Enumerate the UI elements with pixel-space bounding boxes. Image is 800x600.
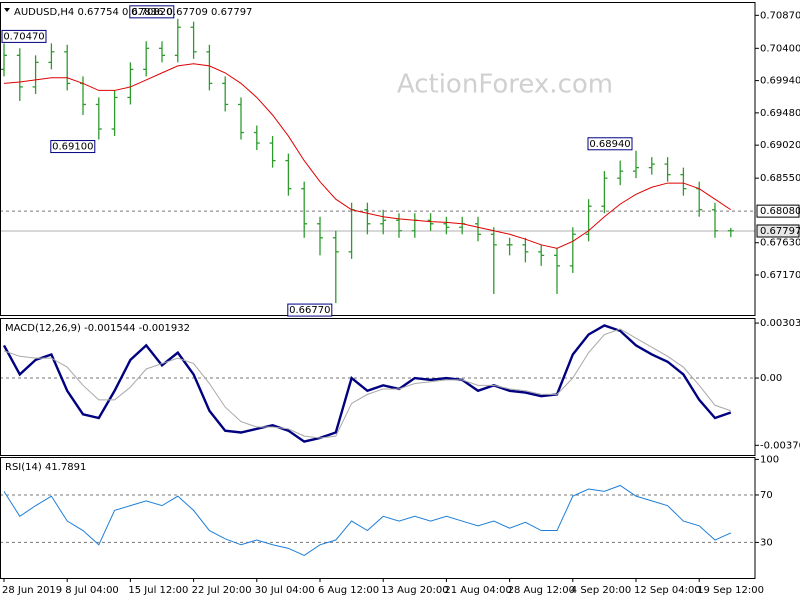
series-line <box>3 63 732 249</box>
series-line <box>3 484 732 557</box>
panel-frame <box>0 457 756 579</box>
y-tick-label: 70 <box>760 490 773 501</box>
watermark: ActionForex.com <box>397 70 613 100</box>
x-tick-label: 22 Jul 20:00 <box>192 585 252 596</box>
panel-title: RSI(14) 41.7891 <box>5 462 86 473</box>
annotation-label: 0.69100 <box>52 142 93 153</box>
y-tick-label: 0.00 <box>760 373 782 384</box>
x-tick-label: 4 Sep 20:00 <box>571 585 631 596</box>
annotation-label: 0.70820 <box>131 7 172 18</box>
x-tick-label: 13 Aug 20:00 <box>381 585 448 596</box>
y-tick-label: 30 <box>760 537 773 548</box>
y-tick-label: -0.003706 <box>760 440 800 451</box>
y-tick-label: 0.69480 <box>760 108 800 119</box>
y-tick-label: 0.70400 <box>760 43 800 54</box>
x-tick-label: 12 Sep 04:00 <box>634 585 701 596</box>
x-tick-label: 8 Jul 04:00 <box>65 585 119 596</box>
annotation-box <box>287 303 333 317</box>
x-tick-label: 15 Jul 12:00 <box>128 585 188 596</box>
level-box <box>756 224 800 238</box>
y-tick-label: 0.67630 <box>760 238 800 249</box>
panel <box>0 484 755 557</box>
y-tick-label: 0.68550 <box>760 173 800 184</box>
x-tick-label: 30 Jul 04:00 <box>255 585 315 596</box>
panel-title: MACD(12,26,9) -0.001544 -0.001932 <box>5 323 190 334</box>
panel-frame <box>0 2 756 316</box>
y-tick-label: 0.67170 <box>760 270 800 281</box>
annotation-label: 0.66770 <box>289 305 330 316</box>
annotation-box <box>587 137 633 151</box>
annotation-label: 0.68940 <box>589 139 630 150</box>
x-tick-label: 21 Aug 04:00 <box>444 585 511 596</box>
y-tick-label: 0.69940 <box>760 76 800 87</box>
y-tick-label: 100 <box>760 454 779 465</box>
x-tick-label: 19 Sep 12:00 <box>697 585 764 596</box>
x-tick-label: 28 Jun 2019 <box>2 585 62 596</box>
panel-title: AUDUSD,H4 0.67754 0.67836 0.67709 0.6779… <box>14 7 252 18</box>
panel-frame <box>0 318 756 456</box>
annotation-box <box>129 5 175 19</box>
x-tick-label: 6 Aug 12:00 <box>318 585 379 596</box>
annotation-label: 0.70470 <box>3 31 44 42</box>
panel: ActionForex.com <box>0 18 755 304</box>
annotation-box <box>1 29 47 43</box>
series-line <box>3 328 731 439</box>
series-line <box>2 324 732 443</box>
level-box <box>756 204 800 218</box>
y-tick-label: 0.003031 <box>760 318 800 329</box>
x-tick-label: 28 Aug 12:00 <box>508 585 575 596</box>
menu-icon <box>4 8 10 12</box>
annotation-box <box>50 140 96 154</box>
level-label: 0.67797 <box>760 226 800 237</box>
y-tick-label: 0.70870 <box>760 10 800 21</box>
y-tick-label: 0.69020 <box>760 140 800 151</box>
level-label: 0.68080 <box>760 206 800 217</box>
panel <box>0 324 755 443</box>
